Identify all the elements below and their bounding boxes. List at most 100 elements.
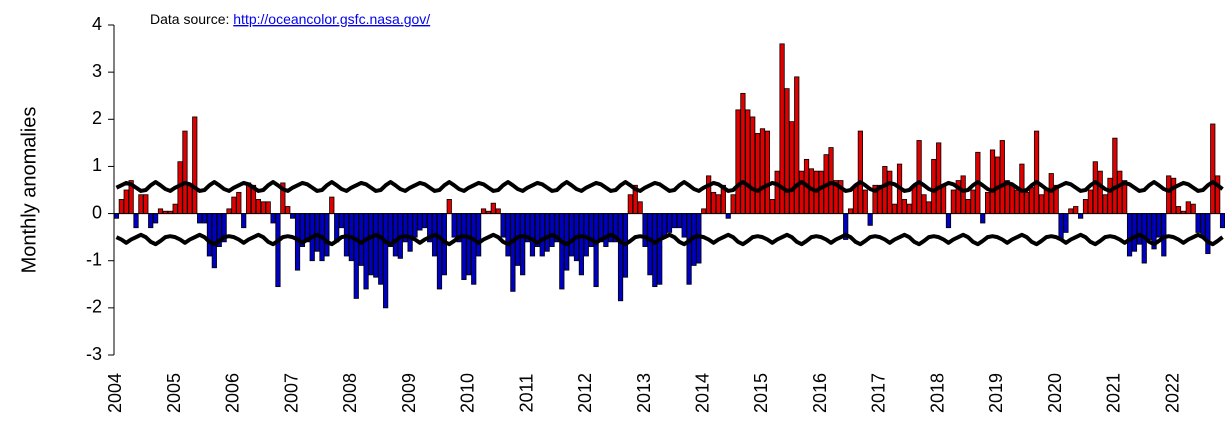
annotation: Data source: http://oceancolor.gsfc.nasa…: [150, 11, 430, 27]
bar: [818, 170, 824, 214]
bar: [1131, 213, 1138, 252]
bar: [197, 213, 203, 224]
bar: [989, 149, 996, 214]
annotation-text: Data source:: [150, 11, 229, 27]
x-tick-label: 2004: [105, 373, 125, 413]
bar: [231, 196, 237, 214]
bar: [226, 208, 232, 214]
bar: [446, 199, 452, 214]
bar: [260, 201, 266, 214]
bar: [769, 199, 775, 214]
bar: [970, 189, 976, 214]
x-tick-label: 2017: [869, 373, 889, 413]
bar: [652, 213, 658, 288]
bar: [1136, 213, 1142, 245]
bar: [407, 213, 413, 252]
x-tick-label: 2009: [399, 373, 419, 413]
bar: [314, 213, 320, 252]
bar: [1175, 206, 1182, 214]
x-tick-label: 2016: [810, 373, 830, 413]
bar: [701, 208, 707, 214]
bar: [1033, 130, 1040, 214]
bar: [965, 199, 971, 214]
bar: [1009, 184, 1015, 214]
y-tick-label: -3: [86, 344, 102, 364]
bar: [495, 208, 501, 214]
bar: [867, 213, 873, 226]
bar: [754, 133, 761, 214]
bar: [828, 147, 834, 214]
bar: [559, 213, 565, 290]
x-tick-label: 2010: [458, 373, 478, 413]
x-tick-label: 2014: [693, 373, 713, 413]
bar: [422, 213, 428, 229]
bar: [1126, 213, 1133, 257]
bar: [363, 213, 369, 290]
bar: [1043, 189, 1049, 214]
bar: [921, 194, 927, 214]
bar: [740, 92, 746, 214]
bar: [265, 201, 271, 214]
y-tick-label: 1: [92, 155, 102, 175]
x-tick-label: 2018: [927, 373, 947, 413]
bar: [569, 213, 575, 257]
bar: [451, 213, 457, 238]
bar: [887, 170, 893, 214]
bar: [255, 199, 261, 214]
bar: [1024, 191, 1030, 214]
bar: [1205, 213, 1211, 255]
bar: [662, 213, 668, 238]
bar: [1073, 206, 1079, 214]
bar: [241, 213, 247, 229]
bar: [539, 213, 545, 257]
bar: [417, 213, 423, 231]
x-tick-label: 2005: [164, 373, 184, 413]
x-tick-label: 2012: [575, 373, 595, 413]
bar: [892, 203, 898, 214]
bar: [686, 213, 692, 285]
bar: [710, 191, 717, 214]
bar: [1087, 189, 1094, 214]
bar: [1185, 201, 1191, 214]
bar: [192, 116, 198, 214]
bar: [745, 109, 751, 214]
bar: [960, 175, 966, 214]
x-tick-label: 2015: [751, 373, 771, 413]
bar: [671, 213, 677, 229]
bar: [882, 166, 888, 214]
bar: [676, 213, 682, 229]
bar: [378, 213, 384, 285]
threshold-line: [115, 232, 1224, 247]
bar: [157, 208, 164, 214]
annotation-link[interactable]: http://oceancolor.gsfc.nasa.gov/: [233, 11, 430, 27]
bar: [152, 213, 159, 224]
bar: [236, 191, 242, 214]
bar: [617, 213, 624, 302]
bar: [735, 109, 741, 214]
bar: [789, 121, 795, 214]
threshold-line: [115, 179, 1224, 193]
bar: [593, 213, 599, 288]
bar: [583, 213, 589, 257]
bar: [471, 213, 477, 285]
bar: [1078, 213, 1084, 219]
bar: [383, 213, 389, 309]
bar: [906, 203, 912, 214]
y-tick-label: -2: [86, 297, 102, 317]
x-tick-label: 2006: [223, 373, 243, 413]
y-tick-label: 2: [92, 108, 102, 128]
bar: [113, 213, 120, 219]
bar: [490, 202, 496, 214]
bar: [794, 76, 800, 214]
bar: [118, 199, 124, 214]
bar: [353, 213, 359, 299]
bar: [368, 213, 374, 276]
bar: [857, 130, 863, 214]
bar: [1092, 161, 1098, 214]
bar: [285, 206, 291, 214]
bar: [549, 213, 555, 247]
bar: [412, 213, 418, 238]
bar: [373, 213, 379, 278]
